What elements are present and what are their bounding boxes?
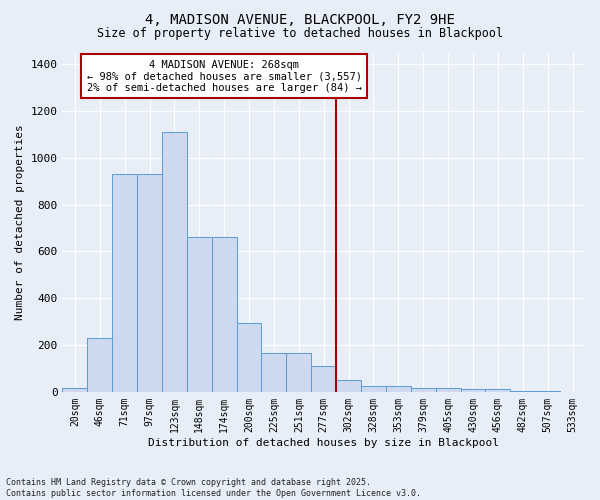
Bar [511,390,535,392]
Bar [361,386,386,392]
Bar [286,353,311,392]
Bar [162,132,187,392]
Bar [411,388,436,392]
Bar [62,388,88,392]
Bar [336,380,361,392]
Bar [535,390,560,392]
Bar [112,174,137,392]
Bar [262,353,286,392]
Bar [212,238,236,392]
Bar [88,338,112,392]
Text: 4, MADISON AVENUE, BLACKPOOL, FY2 9HE: 4, MADISON AVENUE, BLACKPOOL, FY2 9HE [145,12,455,26]
Y-axis label: Number of detached properties: Number of detached properties [15,124,25,320]
Bar [485,390,511,392]
Text: Size of property relative to detached houses in Blackpool: Size of property relative to detached ho… [97,28,503,40]
Text: Contains HM Land Registry data © Crown copyright and database right 2025.
Contai: Contains HM Land Registry data © Crown c… [6,478,421,498]
Bar [187,238,212,392]
X-axis label: Distribution of detached houses by size in Blackpool: Distribution of detached houses by size … [148,438,499,448]
Bar [436,388,461,392]
Bar [311,366,336,392]
Bar [461,390,485,392]
Bar [236,323,262,392]
Bar [386,386,411,392]
Bar [137,174,162,392]
Text: 4 MADISON AVENUE: 268sqm
← 98% of detached houses are smaller (3,557)
2% of semi: 4 MADISON AVENUE: 268sqm ← 98% of detach… [86,60,362,92]
